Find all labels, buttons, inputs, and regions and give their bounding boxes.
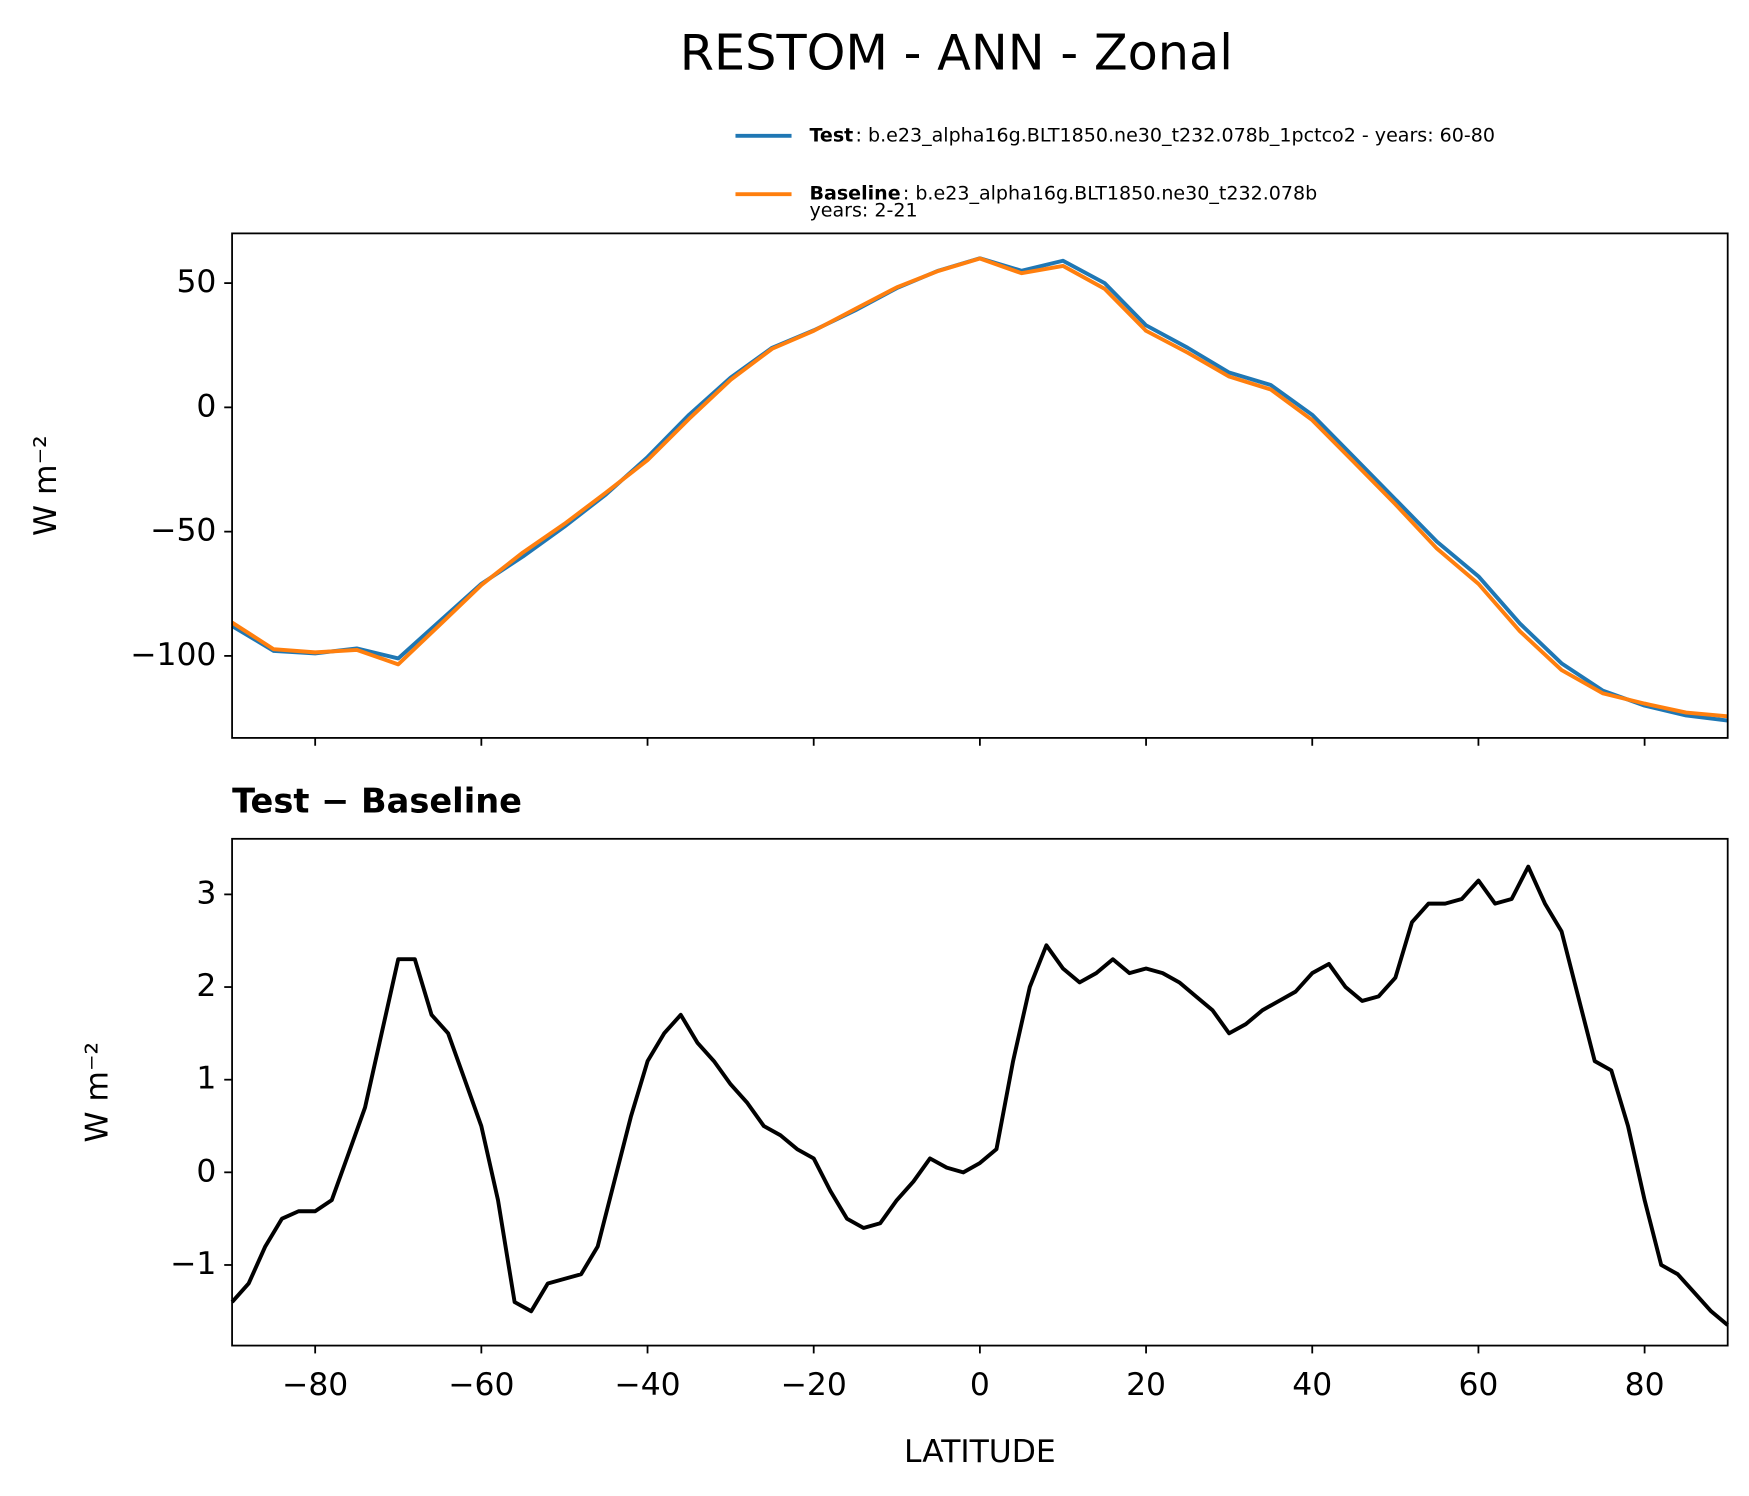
legend-label: Test <box>809 124 853 146</box>
plot-frame <box>231 837 1729 1347</box>
figure-title: RESTOM - ANN - Zonal <box>680 24 1233 82</box>
x-axis-label: LATITUDE <box>904 1434 1056 1470</box>
x-tick-label: 20 <box>1126 1367 1166 1403</box>
y-axis-label: W m⁻² <box>28 435 64 536</box>
y-tick-label: 2 <box>196 968 216 1004</box>
legend-description: : b.e23_alpha16g.BLT1850.ne30_t232.078b <box>903 183 1317 205</box>
y-tick-label: 3 <box>196 875 216 911</box>
series-line <box>231 256 1728 719</box>
x-tick-label: 40 <box>1292 1367 1332 1403</box>
x-tick-label: −80 <box>282 1367 348 1403</box>
x-tick-label: −40 <box>614 1367 680 1403</box>
y-tick-label: 0 <box>196 388 216 424</box>
plot-frame <box>231 232 1729 739</box>
legend-label: Baseline <box>809 183 900 205</box>
y-axis-label: W m⁻² <box>80 1042 116 1143</box>
legend-description: years: 2-21 <box>809 199 917 221</box>
y-tick-label: −50 <box>150 513 216 549</box>
y-tick-label: −1 <box>170 1246 216 1282</box>
y-tick-label: 1 <box>196 1061 216 1097</box>
x-tick-label: −60 <box>448 1367 514 1403</box>
x-tick-label: 0 <box>970 1367 990 1403</box>
x-tick-label: 60 <box>1458 1367 1498 1403</box>
y-tick-label: 0 <box>196 1153 216 1189</box>
legend-description: : b.e23_alpha16g.BLT1850.ne30_t232.078b_… <box>856 124 1495 146</box>
series-line <box>231 256 1728 723</box>
x-tick-label: 80 <box>1625 1367 1665 1403</box>
series-line <box>230 864 1729 1327</box>
subplot-title: Test − Baseline <box>232 781 522 820</box>
y-tick-label: 50 <box>176 264 216 300</box>
x-tick-label: −20 <box>781 1367 847 1403</box>
y-tick-label: −100 <box>130 637 216 673</box>
